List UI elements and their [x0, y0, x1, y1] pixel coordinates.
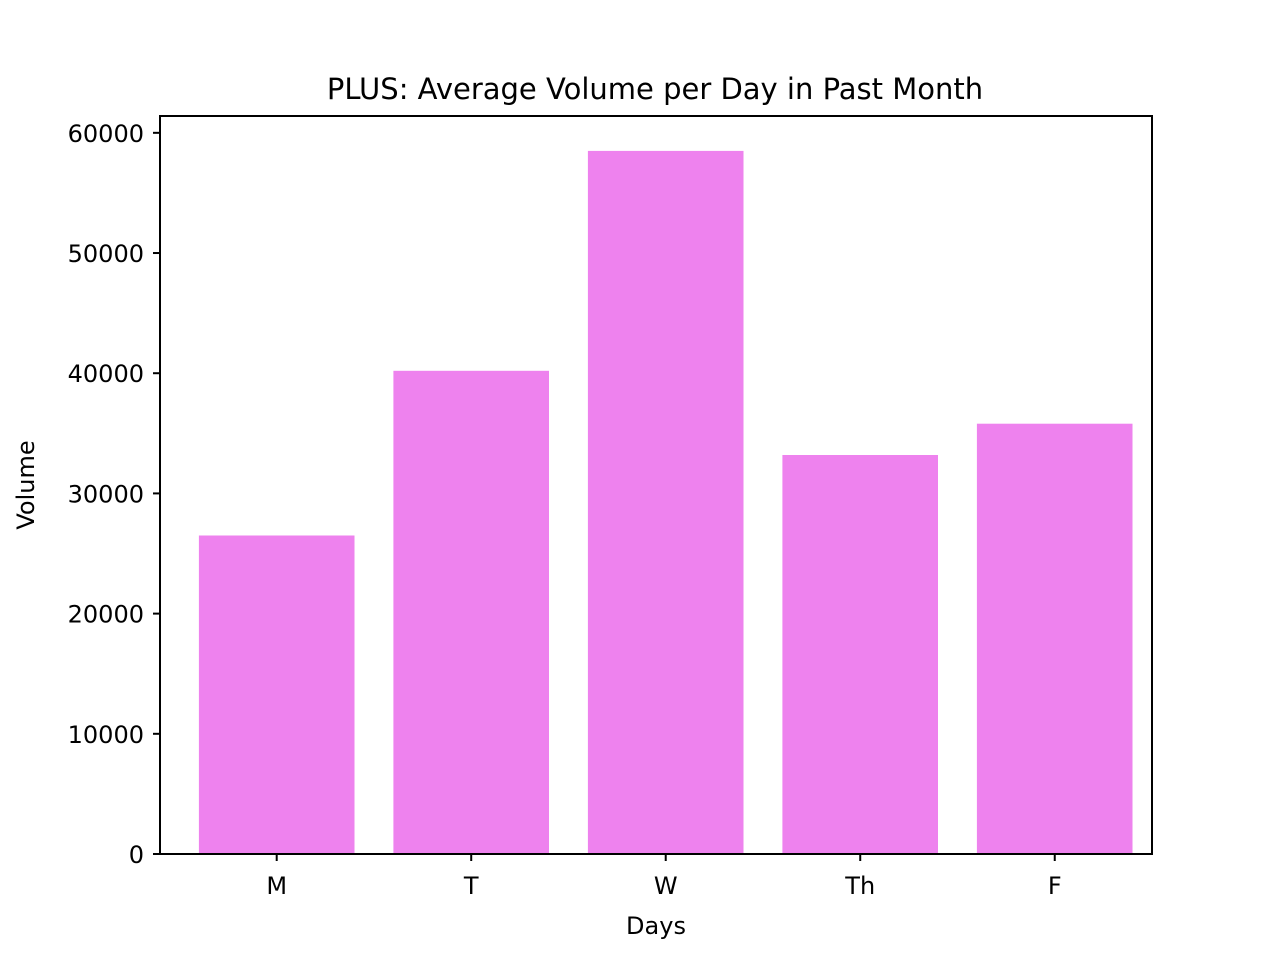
x-tick-label: F	[1048, 872, 1062, 900]
y-tick-label: 20000	[68, 601, 144, 629]
plot-area-frame	[159, 115, 1153, 855]
bars-layer	[198, 150, 1133, 854]
x-tick-label: Th	[844, 872, 875, 900]
bar-f	[976, 423, 1133, 854]
x-axis-ticks: M T W Th F	[266, 854, 1062, 900]
y-tick-label: 10000	[68, 721, 144, 749]
bar-m	[198, 535, 355, 854]
bar-w	[587, 150, 744, 854]
x-axis-title: Days	[626, 912, 686, 940]
y-axis-title: Volume	[12, 440, 40, 529]
x-tick-label: M	[266, 872, 287, 900]
x-tick-label: T	[463, 872, 479, 900]
y-tick-label: 0	[129, 841, 144, 869]
y-tick-label: 30000	[68, 480, 144, 508]
bar-t	[393, 370, 549, 854]
x-tick-label: W	[654, 872, 678, 900]
y-tick-label: 40000	[68, 360, 144, 388]
bar-th	[782, 455, 938, 854]
y-tick-label: 60000	[68, 120, 144, 148]
y-tick-label: 50000	[68, 240, 144, 268]
chart-title: PLUS: Average Volume per Day in Past Mon…	[327, 72, 983, 106]
y-axis-ticks: 0 10000 20000 30000 40000 50000 60000	[68, 120, 160, 869]
